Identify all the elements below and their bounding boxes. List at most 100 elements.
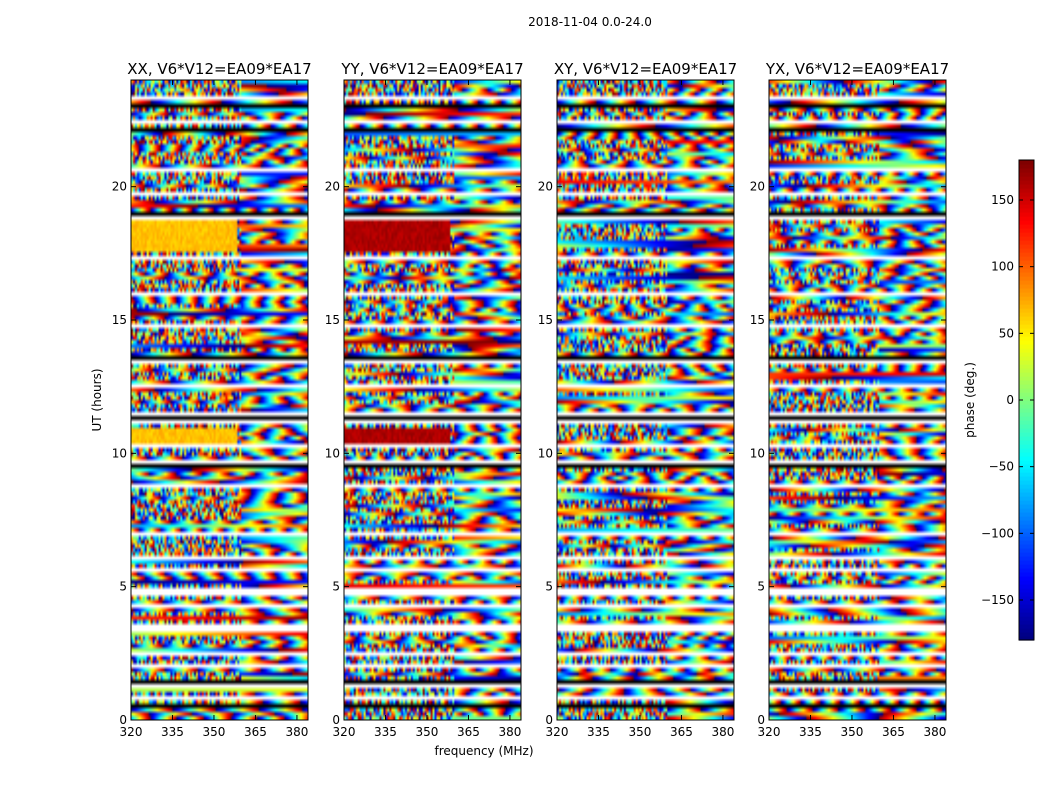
x-tick-label: 335 [374,725,397,739]
colorbar-cell [1019,560,1034,565]
colorbar-cell [1019,476,1034,481]
colorbar-cell [1019,528,1034,533]
colorbar-cell [1019,448,1034,453]
colorbar: −150 −100 −50 0 50 100 150 [981,159,1035,641]
y-tick-label: 0 [332,713,340,727]
y-tick-label: 15 [112,313,127,327]
colorbar-cell [1019,164,1034,169]
colorbar-cell [1019,624,1034,629]
colorbar-tick-label: −100 [981,526,1014,540]
x-tick-label: 320 [333,725,356,739]
colorbar-cell [1019,508,1034,513]
colorbar-tick-label: −50 [989,460,1014,474]
axes-frame-3 [556,79,735,721]
x-tick-label: 365 [670,725,693,739]
colorbar-cell [1019,456,1034,461]
colorbar-cell [1019,552,1034,557]
colorbar-cell [1019,356,1034,361]
y-tick-label: 10 [112,446,127,460]
panel-title-4: YX, V6*V12=EA09*EA17 [765,60,949,78]
colorbar-cell [1019,200,1034,205]
panel-title-3: XY, V6*V12=EA09*EA17 [554,60,737,78]
y-tick-label: 20 [538,180,553,194]
colorbar-cell [1019,388,1034,393]
colorbar-tick-label: 0 [1006,393,1014,407]
colorbar-cell [1019,380,1034,385]
x-tick-label: 320 [758,725,781,739]
y-tick-label: 20 [112,180,127,194]
colorbar-cell [1019,196,1034,201]
x-tick-label: 365 [457,725,480,739]
colorbar-cell [1019,512,1034,517]
y-tick-label: 10 [538,446,553,460]
colorbar-cell [1019,600,1034,605]
colorbar-cell [1019,316,1034,321]
colorbar-cell [1019,244,1034,249]
colorbar-cell [1019,172,1034,177]
y-tick-label: 5 [757,580,765,594]
panel-title-1: XX, V6*V12=EA09*EA17 [127,60,311,78]
colorbar-cell [1019,488,1034,493]
x-tick-label: 335 [799,725,822,739]
panel-title-2: YY, V6*V12=EA09*EA17 [340,60,523,78]
axes-frame-4 [768,79,947,721]
colorbar-cell [1019,628,1034,633]
colorbar-cell [1019,260,1034,265]
colorbar-cell [1019,396,1034,401]
y-tick-label: 5 [119,580,127,594]
colorbar-cell [1019,252,1034,257]
y-tick-label: 10 [750,446,765,460]
colorbar-cell [1019,184,1034,189]
colorbar-cell [1019,364,1034,369]
colorbar-label: phase (deg.) [963,362,977,438]
colorbar-cell [1019,312,1034,317]
colorbar-cell [1019,412,1034,417]
x-tick-label: 350 [203,725,226,739]
colorbar-cell [1019,464,1034,469]
colorbar-cell [1019,424,1034,429]
colorbar-cell [1019,336,1034,341]
colorbar-cell [1019,404,1034,409]
y-tick-label: 20 [325,180,340,194]
colorbar-cell [1019,620,1034,625]
x-tick-label: 335 [161,725,184,739]
y-axis-label: UT (hours) [90,368,104,431]
colorbar-cell [1019,236,1034,241]
y-tick-label: 5 [332,580,340,594]
colorbar-cell [1019,596,1034,601]
colorbar-cell [1019,636,1034,641]
colorbar-cell [1019,608,1034,613]
colorbar-cell [1019,568,1034,573]
y-tick-label: 5 [545,580,553,594]
y-tick-label: 10 [325,446,340,460]
colorbar-cell [1019,612,1034,617]
colorbar-cell [1019,584,1034,589]
colorbar-cell [1019,176,1034,181]
y-tick-label: 15 [538,313,553,327]
x-tick-label: 350 [841,725,864,739]
colorbar-cell [1019,592,1034,597]
colorbar-cell [1019,256,1034,261]
colorbar-cell [1019,304,1034,309]
colorbar-cell [1019,616,1034,621]
colorbar-cell [1019,556,1034,561]
colorbar-cell [1019,392,1034,397]
colorbar-cell [1019,188,1034,193]
colorbar-cell [1019,524,1034,529]
y-tick-label: 15 [750,313,765,327]
colorbar-cell [1019,204,1034,209]
colorbar-cell [1019,532,1034,537]
x-tick-label: 365 [882,725,905,739]
colorbar-cell [1019,308,1034,313]
colorbar-tick-label: 150 [991,193,1014,207]
colorbar-cell [1019,580,1034,585]
panels-group: XX, V6*V12=EA09*EA17 320 335 350 365 380 0 5 10 1… [112,60,949,739]
colorbar-cell [1019,444,1034,449]
colorbar-cell [1019,516,1034,521]
colorbar-cell [1019,544,1034,549]
colorbar-cell [1019,540,1034,545]
colorbar-cell [1019,400,1034,405]
colorbar-cell [1019,372,1034,377]
colorbar-cell [1019,360,1034,365]
colorbar-cell [1019,168,1034,173]
